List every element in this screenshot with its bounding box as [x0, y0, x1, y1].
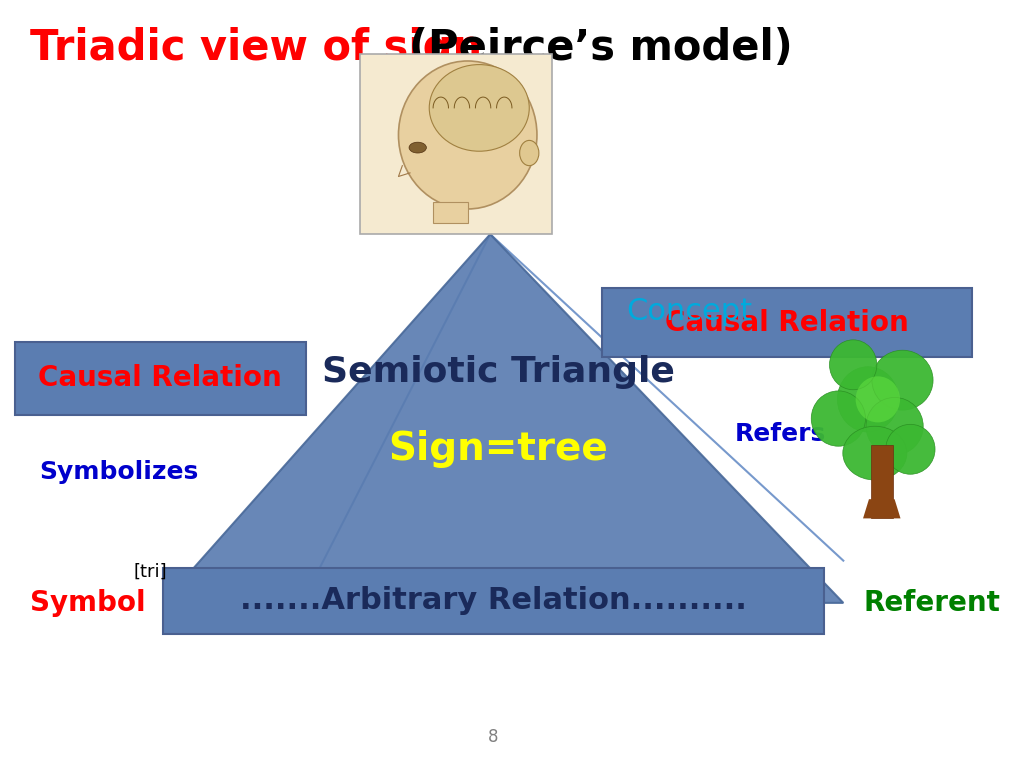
Text: (Peirce’s model): (Peirce’s model) [410, 27, 793, 69]
FancyBboxPatch shape [433, 202, 468, 223]
Text: Causal Relation: Causal Relation [665, 309, 908, 336]
Ellipse shape [398, 61, 537, 209]
Ellipse shape [871, 350, 933, 410]
Ellipse shape [856, 376, 900, 422]
Polygon shape [863, 499, 900, 518]
FancyBboxPatch shape [163, 568, 823, 634]
Ellipse shape [429, 65, 529, 151]
Text: Concept: Concept [627, 296, 753, 326]
Ellipse shape [811, 391, 865, 446]
Text: 8: 8 [487, 728, 499, 746]
Text: [tri]: [tri] [133, 563, 167, 581]
FancyBboxPatch shape [14, 342, 306, 415]
Polygon shape [163, 234, 844, 603]
Ellipse shape [409, 142, 426, 153]
Text: Referent: Referent [863, 589, 999, 617]
Text: Triadic view of sign: Triadic view of sign [30, 27, 497, 69]
Text: Symbolizes: Symbolizes [40, 460, 199, 485]
Text: .......Arbitrary Relation..........: .......Arbitrary Relation.......... [240, 587, 746, 615]
Text: Semiotic Triangle: Semiotic Triangle [322, 356, 675, 389]
Ellipse shape [838, 367, 898, 432]
Text: Causal Relation: Causal Relation [39, 364, 283, 392]
Ellipse shape [886, 424, 935, 474]
FancyBboxPatch shape [360, 54, 552, 234]
Ellipse shape [519, 141, 539, 166]
Text: Sign=tree: Sign=tree [388, 430, 608, 468]
Text: Refers: Refers [735, 422, 826, 446]
Ellipse shape [829, 339, 877, 389]
FancyBboxPatch shape [602, 288, 972, 357]
Text: Symbol: Symbol [30, 589, 145, 617]
Ellipse shape [843, 426, 907, 480]
FancyBboxPatch shape [871, 445, 893, 518]
Ellipse shape [866, 398, 924, 455]
